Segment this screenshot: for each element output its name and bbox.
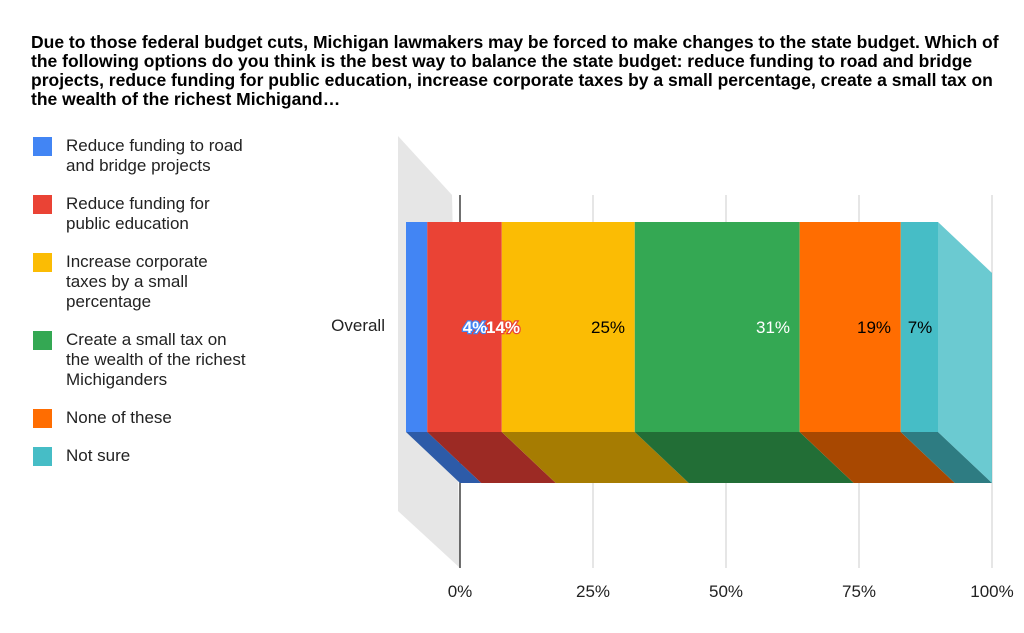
bar-end-face (938, 222, 992, 483)
legend-swatch (33, 137, 52, 156)
legend-entry: Create a small tax on the wealth of the r… (66, 330, 246, 389)
chart-title: Due to those federal budget cuts, Michig… (31, 32, 999, 109)
legend-entry: Increase corporate taxes by a small percen… (66, 252, 208, 311)
x-tick-label: 25% (576, 582, 610, 601)
bar-segment (634, 222, 800, 432)
bar-segment (406, 222, 428, 432)
legend-swatch (33, 253, 52, 272)
bar-segment (427, 222, 502, 432)
legend-entry: Not sure (66, 446, 130, 465)
x-tick-label: 75% (842, 582, 876, 601)
data-label: 25% (591, 318, 625, 337)
legend-entry: Reduce funding to road and bridge project… (66, 136, 243, 175)
legend-swatch (33, 447, 52, 466)
category-label: Overall (331, 316, 385, 335)
bar-segment-bottom-face (634, 432, 854, 483)
bar-segment (799, 222, 901, 432)
bar-segment-bottom-face (900, 432, 992, 483)
x-tick-label: 100% (970, 582, 1013, 601)
legend-swatch (33, 195, 52, 214)
legend-entry: None of these (66, 408, 172, 427)
x-tick-label: 0% (448, 582, 473, 601)
bar-segment-bottom-face (799, 432, 955, 483)
bar-segment (501, 222, 635, 432)
data-label: 14% (486, 318, 520, 337)
legend-swatch (33, 331, 52, 350)
bar-segment-bottom-face (427, 432, 556, 483)
legend-swatch (33, 409, 52, 428)
bar-segment (900, 222, 938, 432)
data-label: 7% (908, 318, 933, 337)
data-label: 31% (756, 318, 790, 337)
x-tick-label: 50% (709, 582, 743, 601)
bar-segment-bottom-face (501, 432, 689, 483)
data-label: 19% (857, 318, 891, 337)
data-label: 4% (463, 318, 488, 337)
legend-entry: Reduce funding for public education (66, 194, 210, 233)
bar-segment-bottom-face (406, 432, 482, 483)
